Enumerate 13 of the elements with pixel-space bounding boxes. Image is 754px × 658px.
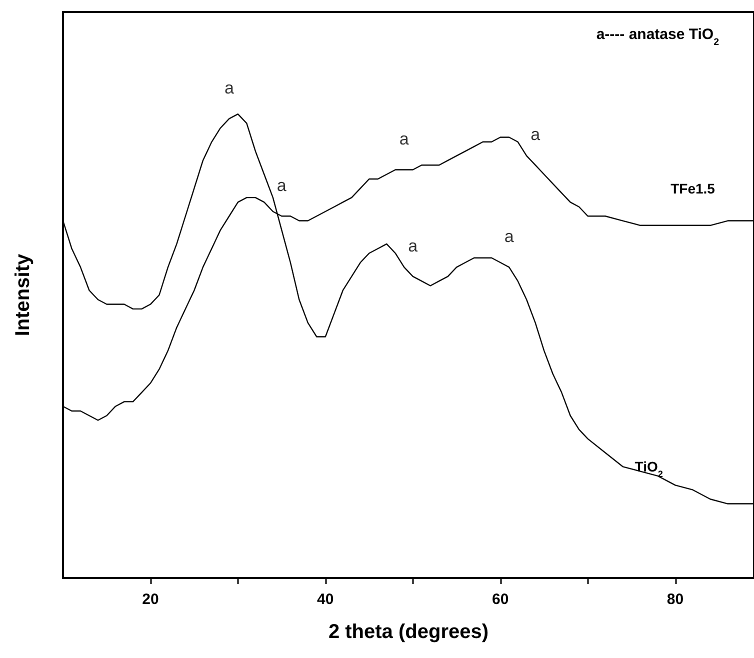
x-tick-label: 40 — [317, 591, 334, 608]
x-axis-title: 2 theta (degrees) — [328, 621, 489, 643]
annotation: a — [224, 78, 234, 98]
x-tick-label: 80 — [666, 591, 684, 608]
annotation: a — [408, 236, 418, 256]
annotation: a — [530, 125, 541, 144]
series-label: TFe1.5 — [670, 180, 716, 196]
y-axis-title: Intensity — [12, 253, 34, 336]
x-tick-label: 60 — [492, 591, 509, 608]
annotation: a — [276, 176, 287, 196]
annotation: a — [504, 227, 514, 246]
x-tick-label: 20 — [142, 591, 159, 608]
annotation: a — [399, 130, 410, 149]
